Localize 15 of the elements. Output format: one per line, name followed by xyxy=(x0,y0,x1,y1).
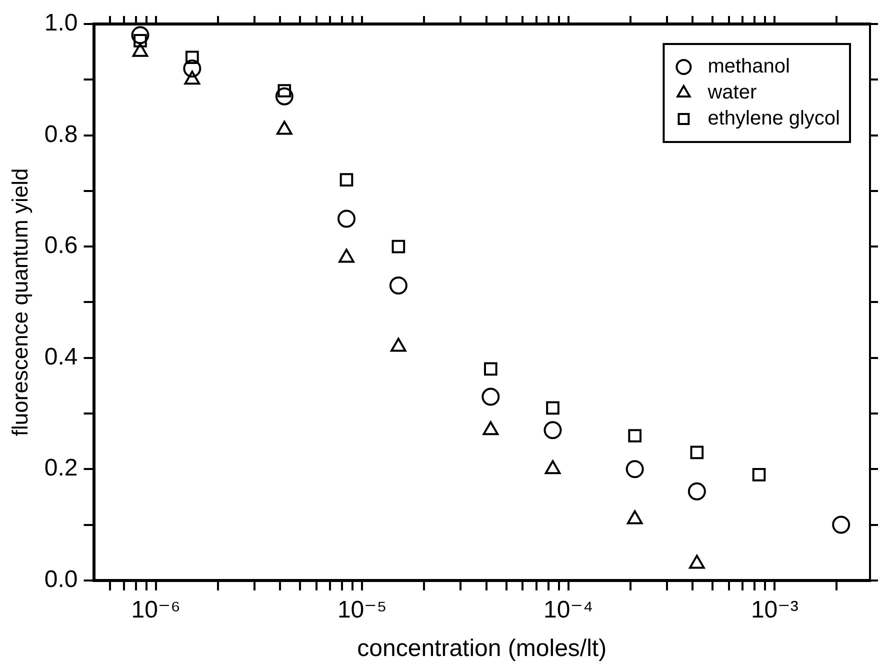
x-tick-label: 10⁻⁴ xyxy=(544,596,594,624)
legend-label: methanol xyxy=(708,56,790,78)
x-tick-label: 10⁻⁶ xyxy=(131,596,180,624)
y-tick-label: 0.2 xyxy=(44,454,78,482)
y-tick-label: 0.8 xyxy=(44,120,78,148)
x-axis-title: concentration (moles/lt) xyxy=(357,635,607,662)
y-tick-label: 1.0 xyxy=(44,10,78,37)
y-tick-label: 0.4 xyxy=(44,343,78,370)
y-tick-label: 0.6 xyxy=(44,232,78,260)
legend-label: water xyxy=(706,82,757,104)
legend-label: ethylene glycol xyxy=(708,108,840,130)
x-tick-label: 10⁻⁵ xyxy=(337,596,387,624)
y-axis-title: fluorescence quantum yield xyxy=(7,168,32,436)
y-tick-label: 0.0 xyxy=(44,566,78,594)
x-tick-label: 10⁻³ xyxy=(750,596,798,624)
